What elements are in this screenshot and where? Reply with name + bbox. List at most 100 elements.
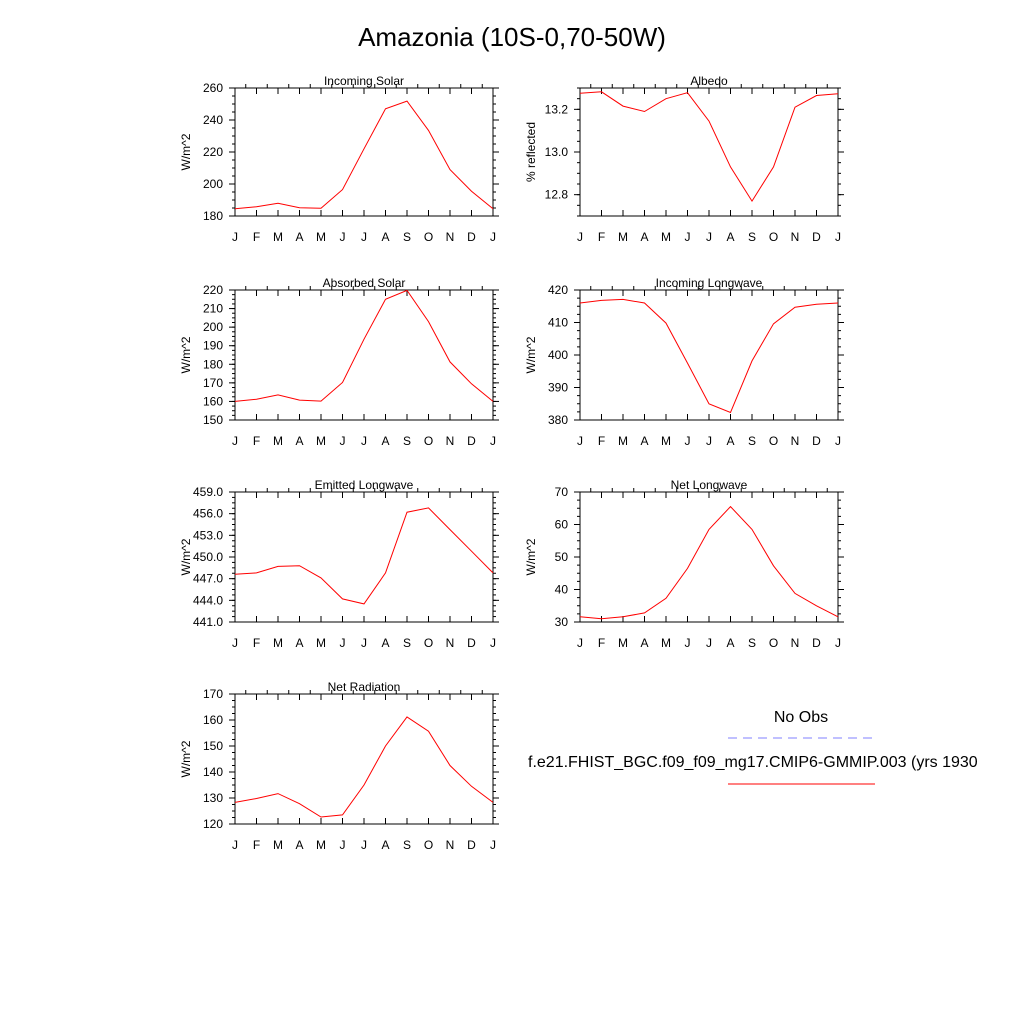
x-tick-label: S <box>403 434 411 448</box>
panel-title: Albedo <box>690 74 728 88</box>
x-tick-label: J <box>577 434 583 448</box>
y-tick-label: 420 <box>548 283 568 297</box>
x-tick-label: J <box>685 636 691 650</box>
y-axis-label: W/m^2 <box>179 740 193 777</box>
x-tick-label: J <box>490 434 496 448</box>
x-tick-label: J <box>577 636 583 650</box>
x-tick-label: S <box>748 230 756 244</box>
x-tick-label: F <box>253 636 260 650</box>
x-tick-label: J <box>490 838 496 852</box>
y-tick-label: 453.0 <box>193 528 223 542</box>
x-tick-label: J <box>340 230 346 244</box>
y-tick-label: 150 <box>203 413 223 427</box>
x-tick-label: A <box>726 434 734 448</box>
y-axis-label: W/m^2 <box>179 538 193 575</box>
y-axis-label: W/m^2 <box>179 133 193 170</box>
x-tick-label: S <box>748 636 756 650</box>
x-tick-label: N <box>446 230 455 244</box>
y-tick-label: 410 <box>548 316 568 330</box>
x-tick-label: J <box>340 636 346 650</box>
x-tick-label: D <box>467 434 476 448</box>
panel-title: Incoming Solar <box>324 74 404 88</box>
y-tick-label: 456.0 <box>193 507 223 521</box>
x-tick-label: M <box>661 230 671 244</box>
x-tick-label: D <box>467 838 476 852</box>
y-tick-label: 190 <box>203 339 223 353</box>
x-tick-label: J <box>706 230 712 244</box>
x-tick-label: A <box>726 636 734 650</box>
x-tick-label: D <box>812 636 821 650</box>
y-tick-label: 120 <box>203 817 223 831</box>
plot-frame <box>234 693 494 825</box>
x-tick-label: D <box>467 230 476 244</box>
x-tick-label: M <box>273 230 283 244</box>
x-tick-label: F <box>598 636 605 650</box>
y-tick-label: 200 <box>203 177 223 191</box>
x-tick-label: J <box>340 434 346 448</box>
x-tick-label: N <box>446 636 455 650</box>
x-tick-label: A <box>295 434 303 448</box>
y-axis-label: W/m^2 <box>524 336 538 373</box>
y-tick-label: 444.0 <box>193 593 223 607</box>
x-tick-label: J <box>685 434 691 448</box>
series-line <box>234 507 494 605</box>
x-tick-label: N <box>791 636 800 650</box>
x-tick-label: M <box>618 230 628 244</box>
x-tick-label: M <box>618 434 628 448</box>
x-tick-label: J <box>232 230 238 244</box>
panel-title: Incoming Longwave <box>656 276 763 290</box>
plot-frame <box>234 491 494 623</box>
x-tick-label: A <box>295 838 303 852</box>
series-line <box>579 91 839 203</box>
y-tick-label: 441.0 <box>193 615 223 629</box>
y-tick-label: 13.2 <box>545 102 569 116</box>
y-tick-label: 210 <box>203 302 223 316</box>
x-tick-label: A <box>295 230 303 244</box>
x-tick-label: M <box>316 838 326 852</box>
y-tick-label: 459.0 <box>193 485 223 499</box>
y-tick-label: 260 <box>203 81 223 95</box>
x-tick-label: O <box>424 636 433 650</box>
y-tick-label: 220 <box>203 145 223 159</box>
y-tick-label: 450.0 <box>193 550 223 564</box>
x-tick-label: D <box>467 636 476 650</box>
plot-frame <box>579 289 839 421</box>
x-tick-label: S <box>748 434 756 448</box>
y-tick-label: 40 <box>555 583 569 597</box>
x-tick-label: J <box>361 230 367 244</box>
y-tick-label: 160 <box>203 394 223 408</box>
y-tick-label: 170 <box>203 687 223 701</box>
y-axis-label: W/m^2 <box>179 336 193 373</box>
x-tick-label: F <box>253 838 260 852</box>
y-tick-label: 130 <box>203 791 223 805</box>
x-tick-label: J <box>232 636 238 650</box>
x-tick-label: A <box>381 838 389 852</box>
x-tick-label: O <box>769 636 778 650</box>
panel-title: Net Longwave <box>671 478 748 492</box>
y-tick-label: 390 <box>548 381 568 395</box>
legend-model-label: f.e21.FHIST_BGC.f09_f09_mg17.CMIP6-GMMIP… <box>528 754 978 771</box>
x-tick-label: A <box>381 230 389 244</box>
legend: No Obs f.e21.FHIST_BGC.f09_f09_mg17.CMIP… <box>528 709 978 785</box>
x-tick-label: J <box>361 636 367 650</box>
x-tick-label: J <box>577 230 583 244</box>
y-tick-label: 447.0 <box>193 572 223 586</box>
x-tick-label: M <box>273 838 283 852</box>
x-tick-label: O <box>769 230 778 244</box>
x-tick-label: J <box>706 636 712 650</box>
y-tick-label: 150 <box>203 739 223 753</box>
x-tick-label: A <box>381 636 389 650</box>
plot-frame <box>234 289 494 421</box>
x-tick-label: J <box>340 838 346 852</box>
x-tick-label: J <box>232 838 238 852</box>
y-tick-label: 380 <box>548 413 568 427</box>
plot-frame <box>234 87 494 217</box>
plot-frame <box>579 87 839 217</box>
y-tick-label: 160 <box>203 713 223 727</box>
x-tick-label: A <box>640 636 648 650</box>
x-tick-label: J <box>835 636 841 650</box>
y-tick-label: 60 <box>555 518 569 532</box>
x-tick-label: J <box>685 230 691 244</box>
y-tick-label: 200 <box>203 320 223 334</box>
